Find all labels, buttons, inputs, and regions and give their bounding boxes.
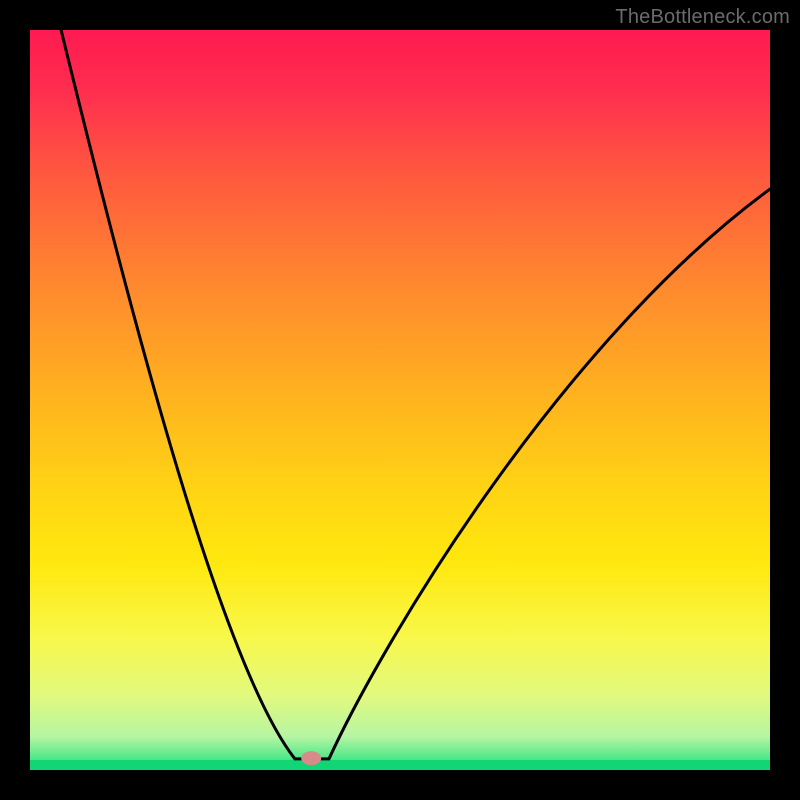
chart-plot-background [30,30,770,770]
chart-bottom-band [30,760,770,770]
optimum-marker [301,751,321,765]
watermark-text: TheBottleneck.com [615,6,790,29]
chart-container [0,0,800,800]
bottleneck-chart [0,0,800,800]
